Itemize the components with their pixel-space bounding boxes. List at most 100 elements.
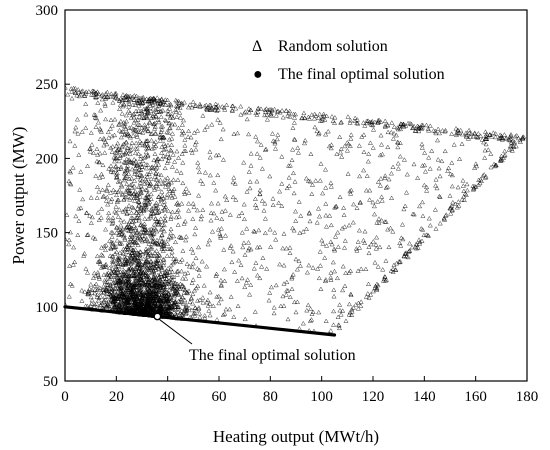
- random-solution-point: [94, 146, 100, 151]
- random-solution-point: [384, 184, 390, 189]
- random-solution-point: [233, 197, 239, 202]
- random-solution-point: [112, 132, 117, 137]
- random-solution-point: [246, 169, 252, 174]
- random-solution-point: [145, 162, 151, 167]
- random-solution-point: [148, 196, 154, 201]
- random-solution-point: [100, 253, 106, 258]
- random-solution-point: [151, 114, 157, 120]
- random-solution-point: [108, 145, 114, 150]
- random-solution-point: [202, 103, 208, 109]
- random-solution-point: [290, 225, 296, 231]
- random-solution-point: [329, 114, 335, 119]
- random-solution-point: [140, 307, 146, 312]
- random-solution-point: [168, 279, 174, 285]
- random-solution-point: [449, 183, 455, 189]
- random-solution-point: [118, 227, 124, 232]
- random-solution-point: [196, 273, 202, 278]
- random-solution-point: [172, 159, 178, 164]
- random-solution-point: [337, 307, 343, 313]
- random-solution-point: [390, 164, 396, 169]
- random-solution-point: [171, 306, 176, 312]
- random-solution-point: [170, 131, 175, 136]
- random-solution-point: [193, 285, 199, 291]
- random-solution-point: [136, 277, 142, 282]
- random-solution-point: [126, 297, 132, 303]
- random-solution-point: [122, 256, 128, 262]
- random-solution-point: [107, 253, 113, 258]
- random-solution-point: [132, 300, 138, 305]
- random-solution-point: [460, 178, 466, 183]
- random-solution-point: [154, 181, 160, 186]
- random-solution-point: [150, 235, 156, 240]
- random-solution-point: [140, 130, 146, 135]
- random-solution-point: [255, 105, 261, 110]
- random-solution-point: [128, 292, 133, 297]
- random-solution-point: [153, 171, 159, 176]
- random-solution-point: [89, 287, 95, 292]
- random-solution-point: [285, 113, 291, 118]
- random-solution-point: [218, 283, 224, 288]
- random-solution-point: [230, 179, 236, 185]
- random-solution-point: [382, 124, 388, 129]
- random-solution-point: [218, 277, 224, 283]
- random-solution-point: [355, 121, 361, 126]
- random-solution-point: [133, 158, 139, 164]
- random-solution-point: [129, 299, 135, 304]
- random-solution-point: [145, 238, 151, 244]
- random-solution-point: [323, 278, 328, 283]
- random-solution-point: [307, 318, 313, 323]
- random-solution-point: [303, 175, 309, 181]
- random-solution-point: [207, 149, 213, 154]
- random-solution-point: [161, 243, 167, 248]
- random-solution-point: [148, 176, 154, 181]
- random-solution-point: [379, 198, 385, 203]
- random-solution-point: [83, 89, 89, 94]
- random-solution-point: [460, 183, 466, 188]
- random-solution-point: [182, 218, 188, 224]
- random-solution-point: [395, 160, 401, 166]
- random-solution-point: [156, 307, 162, 312]
- random-solution-point: [216, 152, 222, 157]
- random-solution-point: [99, 171, 104, 177]
- random-solution-point: [506, 137, 512, 142]
- random-solution-point: [248, 151, 254, 156]
- random-solution-point: [160, 101, 166, 106]
- random-solution-point: [361, 167, 367, 173]
- random-solution-point: [375, 120, 381, 125]
- random-solution-point: [361, 120, 366, 125]
- random-solution-point: [358, 303, 364, 308]
- random-solution-point: [189, 246, 194, 251]
- y-tick-label: 250: [36, 77, 59, 93]
- random-solution-point: [162, 165, 168, 170]
- random-solution-point: [235, 303, 241, 308]
- random-solution-point: [153, 114, 159, 119]
- random-solution-point: [119, 129, 124, 134]
- random-solution-point: [177, 110, 183, 115]
- random-solution-point: [366, 151, 372, 156]
- random-solution-point: [116, 298, 121, 303]
- random-solution-point: [143, 138, 149, 143]
- random-solution-point: [149, 244, 155, 250]
- random-solution-point: [124, 156, 130, 161]
- random-solution-point: [242, 252, 248, 257]
- random-solution-point: [149, 270, 155, 275]
- random-solution-point: [338, 119, 344, 125]
- random-solution-point: [125, 145, 131, 151]
- random-solution-point: [155, 221, 161, 226]
- random-solution-point: [189, 264, 195, 270]
- random-solution-point: [88, 130, 94, 135]
- random-solution-point: [179, 312, 185, 317]
- random-solution-point: [258, 142, 264, 147]
- random-solution-point: [202, 170, 208, 175]
- random-solution-point: [376, 119, 382, 125]
- random-solution-point: [107, 283, 113, 288]
- random-solution-point: [158, 309, 164, 314]
- random-solution-point: [309, 112, 315, 117]
- random-solution-point: [190, 277, 196, 282]
- random-solution-point: [306, 210, 312, 215]
- random-solution-point: [488, 164, 494, 170]
- random-solution-point: [382, 274, 388, 279]
- random-solution-point: [323, 131, 329, 137]
- random-solution-point: [251, 228, 257, 233]
